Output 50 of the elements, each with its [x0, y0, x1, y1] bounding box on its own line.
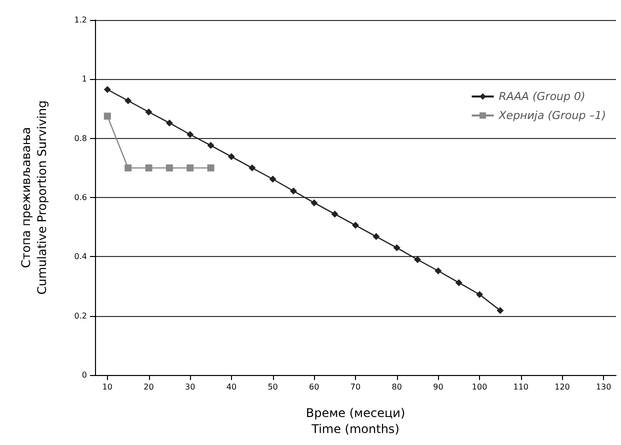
- point: [352, 222, 359, 229]
- x-tick-label: 50: [268, 382, 278, 392]
- x-tick-label: 40: [226, 382, 237, 392]
- x-tick-label: 70: [350, 382, 361, 392]
- point: [104, 112, 111, 120]
- point: [228, 153, 235, 160]
- point: [372, 233, 380, 240]
- point: [455, 279, 462, 286]
- y-tick-label: 1.2: [74, 16, 87, 24]
- point: [310, 199, 318, 206]
- y-tick-label: 0.2: [74, 311, 87, 320]
- point: [207, 164, 214, 172]
- point: [414, 256, 422, 264]
- point: [248, 164, 256, 172]
- x-tick-label: 20: [144, 382, 154, 392]
- x-tick-label: 80: [392, 382, 402, 392]
- point: [290, 187, 297, 194]
- point: [124, 164, 132, 172]
- point: [269, 176, 276, 183]
- x-tick-label: 30: [185, 382, 196, 392]
- x-tick-label: 60: [309, 382, 320, 392]
- y-tick-label: 0: [82, 370, 87, 380]
- point: [166, 164, 173, 172]
- y-tick-label: 0.6: [74, 193, 87, 202]
- x-tick-label: 10: [102, 382, 112, 392]
- x-tick-label: 90: [433, 382, 444, 392]
- point: [393, 244, 400, 252]
- y-tick-label: 0.8: [74, 134, 87, 143]
- point: [186, 164, 194, 172]
- point: [166, 119, 173, 126]
- point: [145, 164, 152, 172]
- point: [476, 291, 484, 298]
- x-tick-label: 100: [472, 382, 488, 392]
- legend-label: Хернија (Group –1): [498, 109, 606, 122]
- point: [496, 307, 504, 314]
- point: [145, 108, 152, 116]
- point: [331, 210, 338, 218]
- x-tick-label: 110: [513, 382, 529, 392]
- y-axis-title: Стопа преживљавања Cumulative Proportion Surviving: [19, 100, 49, 295]
- x-tick-label: 120: [554, 382, 570, 392]
- x-axis-title: Време (месеци) Time (months): [306, 406, 406, 436]
- y-tick-label: 0.4: [74, 252, 87, 262]
- point: [186, 130, 194, 138]
- y-tick-label: 1: [82, 74, 87, 84]
- point: [207, 142, 214, 149]
- point: [434, 267, 442, 274]
- point: [124, 97, 132, 104]
- legend-label: RAAA (Group 0): [498, 90, 586, 103]
- point: [104, 86, 111, 94]
- x-tick-label: 130: [596, 382, 612, 392]
